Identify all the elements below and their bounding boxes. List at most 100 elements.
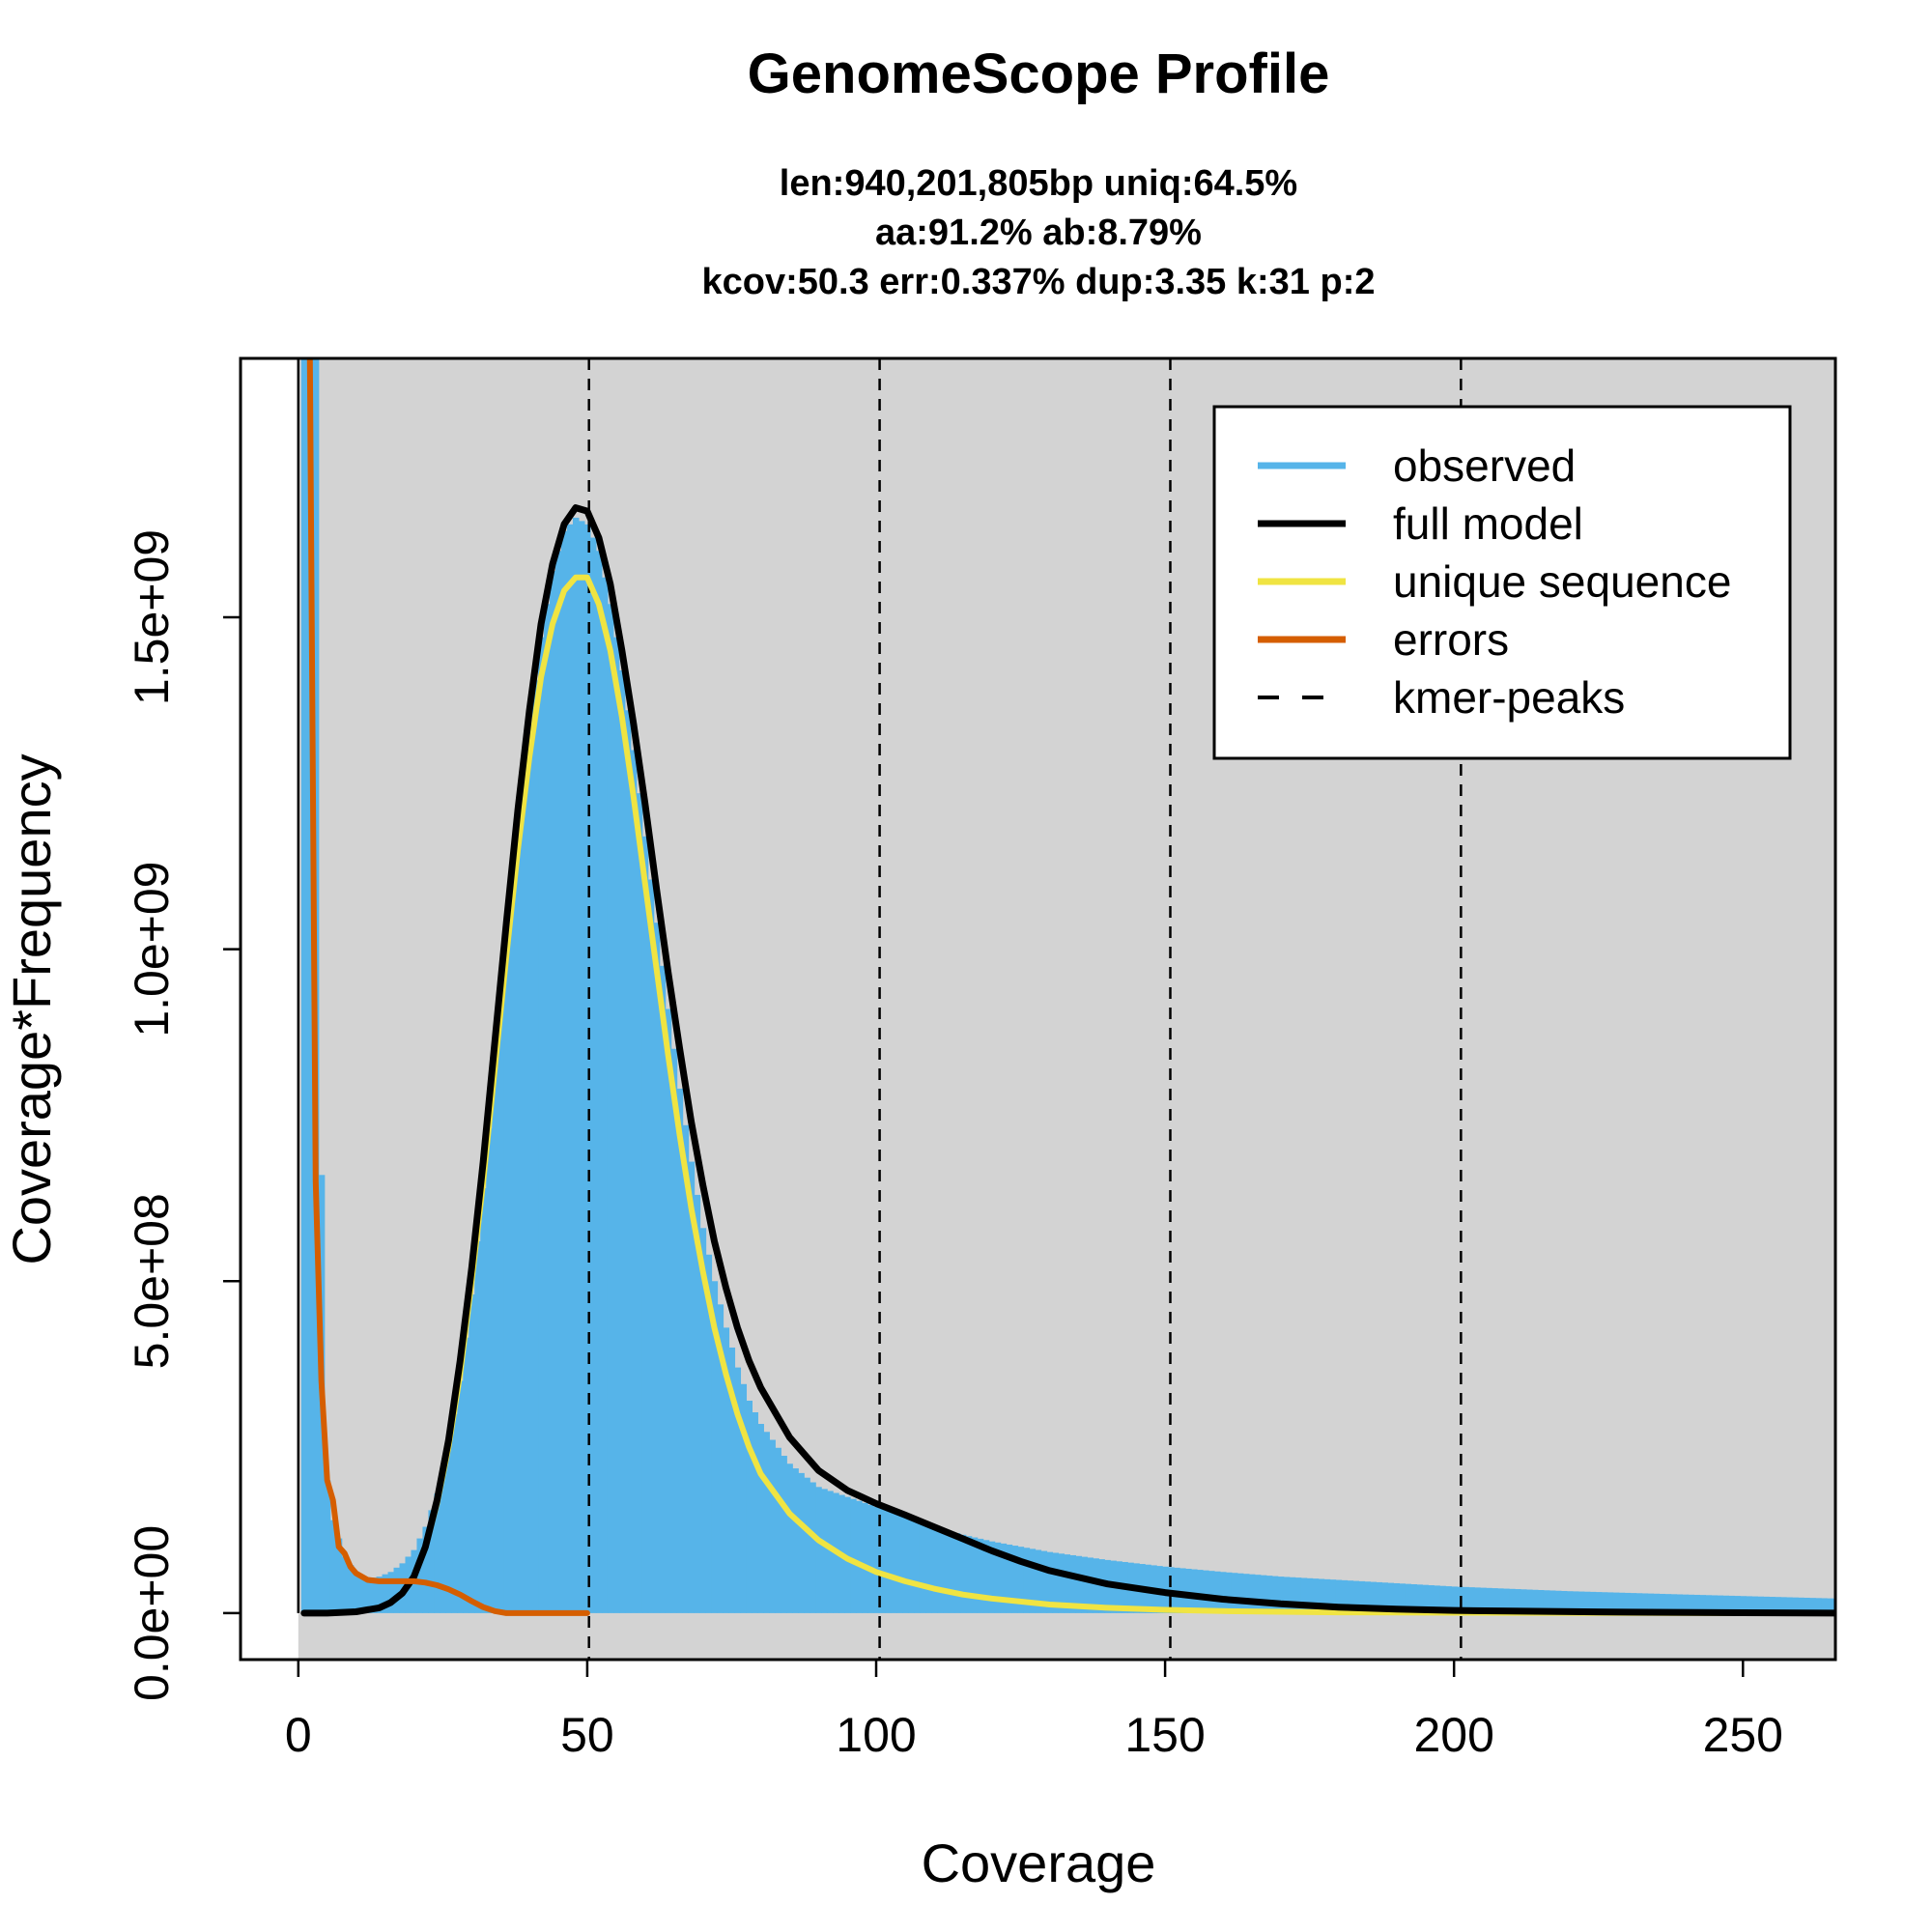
observed-bar — [867, 1504, 874, 1613]
observed-bar — [994, 1542, 1002, 1613]
x-tick-label: 200 — [1413, 1708, 1493, 1762]
observed-bar — [1329, 1579, 1337, 1613]
observed-bar — [647, 879, 655, 1613]
observed-bar — [595, 551, 603, 1613]
observed-bar — [1693, 1594, 1701, 1613]
observed-bar — [1271, 1576, 1279, 1613]
observed-bar — [1566, 1591, 1574, 1613]
observed-bar — [988, 1541, 996, 1613]
observed-bar — [1277, 1577, 1285, 1613]
observed-bar — [300, 358, 308, 1613]
observed-bar — [1011, 1546, 1019, 1613]
observed-bar — [1641, 1593, 1649, 1613]
observed-bar — [717, 1304, 724, 1613]
observed-bar — [982, 1540, 990, 1613]
observed-bar — [850, 1498, 857, 1613]
observed-bar — [1734, 1596, 1741, 1613]
observed-bar — [844, 1496, 851, 1613]
observed-bar — [1191, 1569, 1198, 1613]
observed-bar — [486, 1128, 493, 1613]
observed-bar — [1670, 1594, 1678, 1613]
y-tick-label: 5.0e+08 — [125, 1193, 179, 1369]
observed-bar — [1751, 1596, 1758, 1613]
observed-bar — [728, 1347, 736, 1613]
observed-bar — [873, 1506, 880, 1613]
observed-bar — [1612, 1592, 1620, 1613]
observed-bar — [1583, 1591, 1591, 1613]
y-axis: 0.0e+00 5.0e+08 1.0e+09 1.5e+09 — [125, 529, 242, 1701]
observed-bar — [1531, 1589, 1539, 1613]
observed-bar — [1434, 1585, 1440, 1613]
observed-bar — [942, 1529, 950, 1613]
observed-bar — [1197, 1570, 1204, 1613]
observed-bar — [382, 1574, 389, 1613]
model-lines — [300, 358, 1835, 1617]
observed-bar — [1236, 1573, 1244, 1613]
observed-bar — [936, 1528, 944, 1613]
observed-bar — [1763, 1596, 1770, 1613]
observed-bar — [798, 1472, 805, 1613]
observed-bar — [1341, 1579, 1349, 1613]
observed-bar — [1548, 1590, 1556, 1613]
observed-bar — [1740, 1596, 1747, 1613]
observed-bar — [907, 1519, 915, 1613]
observed-bar — [1000, 1543, 1008, 1613]
observed-bar — [1492, 1588, 1498, 1613]
observed-bar — [948, 1531, 955, 1613]
observed-bar — [1347, 1580, 1354, 1613]
observed-bar — [1265, 1576, 1273, 1613]
observed-bar — [1318, 1578, 1325, 1613]
observed-bar — [1474, 1587, 1481, 1613]
observed-bar — [1786, 1597, 1793, 1613]
observed-bar — [1283, 1577, 1291, 1613]
observed-bar — [1370, 1581, 1378, 1613]
observed-bar — [1537, 1590, 1545, 1613]
observed-bar — [734, 1367, 742, 1613]
observed-bar — [1780, 1597, 1787, 1613]
observed-bar — [913, 1520, 921, 1613]
observed-bar — [457, 1380, 464, 1613]
observed-bar — [1711, 1595, 1718, 1613]
observed-bar — [1809, 1598, 1816, 1613]
observed-bar — [1439, 1585, 1446, 1613]
observed-bar — [1601, 1592, 1608, 1613]
observed-bar — [497, 1009, 504, 1613]
observed-bar — [428, 1510, 435, 1613]
observed-bar — [977, 1538, 984, 1613]
observed-bar — [445, 1447, 452, 1613]
x-tick-label: 50 — [560, 1708, 614, 1762]
legend-label: observed — [1393, 440, 1576, 491]
legend-label: kmer-peaks — [1393, 672, 1625, 723]
observed-bar — [329, 1520, 337, 1613]
observed-bar — [521, 776, 527, 1613]
observed-bar — [757, 1424, 764, 1613]
observed-bar — [665, 1009, 672, 1613]
observed-bar — [919, 1522, 926, 1613]
observed-bar — [583, 524, 591, 1613]
observed-bar — [815, 1487, 822, 1613]
observed-bar — [763, 1432, 770, 1613]
observed-bar — [786, 1463, 793, 1613]
observed-bar — [1064, 1554, 1071, 1613]
observed-bar — [884, 1511, 892, 1613]
observed-bar — [1364, 1581, 1372, 1613]
observed-bar — [1543, 1590, 1550, 1613]
observed-bar — [1746, 1596, 1752, 1613]
observed-bar — [1075, 1555, 1082, 1613]
observed-bar — [1572, 1591, 1579, 1613]
observed-bar — [347, 1565, 355, 1613]
legend-label: errors — [1393, 614, 1509, 665]
observed-bar — [1722, 1595, 1729, 1613]
observed-bar — [1035, 1549, 1042, 1613]
observed-bar — [578, 521, 585, 1613]
observed-bar — [1312, 1578, 1320, 1613]
observed-bar — [566, 524, 574, 1613]
observed-bar — [1463, 1586, 1469, 1613]
observed-bar — [653, 923, 661, 1613]
observed-bar — [440, 1470, 446, 1613]
observed-bar — [630, 750, 638, 1613]
observed-bar — [1202, 1570, 1209, 1613]
observed-bar — [324, 1480, 331, 1613]
observed-bar — [746, 1400, 753, 1613]
